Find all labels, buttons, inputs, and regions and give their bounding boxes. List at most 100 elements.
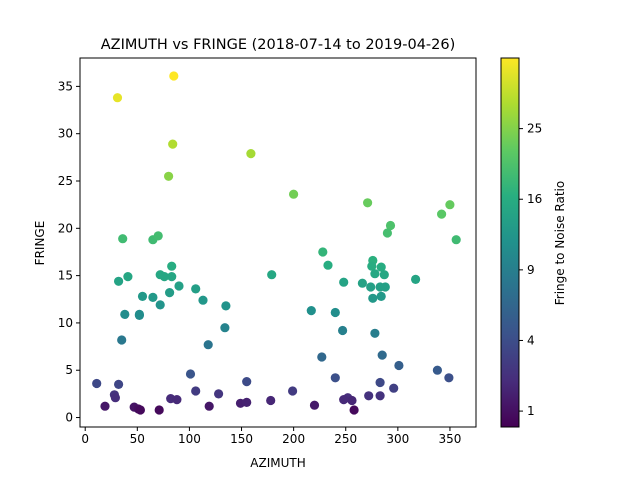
data-point	[347, 395, 357, 406]
data-point	[172, 395, 182, 405]
data-point	[349, 405, 359, 415]
colorbar-label: Fringe to Noise Ratio	[553, 181, 567, 306]
x-tick-label: 50	[130, 432, 145, 446]
data-point	[376, 291, 386, 301]
data-point	[174, 281, 184, 291]
data-point	[318, 247, 328, 257]
y-tick-label: 5	[65, 363, 73, 377]
x-axis-label: AZIMUTH	[250, 456, 305, 470]
data-point	[92, 378, 102, 389]
data-point	[135, 405, 145, 415]
data-point	[389, 383, 399, 393]
data-point	[370, 269, 380, 279]
data-point	[220, 323, 230, 333]
data-point	[185, 369, 196, 379]
data-point	[155, 300, 165, 310]
colorbar	[500, 57, 520, 428]
data-point	[165, 288, 175, 298]
data-point	[364, 391, 374, 401]
x-tick-label: 150	[230, 432, 253, 446]
points-layer	[92, 71, 461, 415]
colorbar-tick-label: 16	[527, 192, 542, 206]
x-axis-ticks: 0 50 100 150 200 250 300 350	[81, 427, 461, 446]
x-tick-label: 0	[81, 432, 89, 446]
plot-area-frame	[79, 57, 477, 428]
y-tick-label: 30	[58, 127, 73, 141]
data-point	[242, 377, 252, 387]
chart-title: AZIMUTH vs FRINGE (2018-07-14 to 2019-04…	[101, 37, 456, 53]
x-tick-label: 200	[282, 432, 305, 446]
data-point	[330, 307, 340, 318]
data-point	[167, 272, 177, 282]
data-point	[169, 71, 179, 81]
data-point	[380, 282, 390, 292]
data-point	[306, 306, 316, 316]
data-point	[114, 276, 124, 286]
data-point	[289, 189, 299, 199]
data-point	[123, 272, 133, 282]
data-point	[338, 325, 348, 336]
x-tick-label: 250	[334, 432, 357, 446]
data-point	[377, 350, 387, 360]
data-point	[168, 139, 178, 149]
data-point	[112, 93, 123, 103]
data-point	[370, 328, 380, 338]
data-point	[214, 389, 224, 399]
data-point	[411, 274, 421, 284]
data-point	[118, 234, 128, 244]
data-point	[191, 386, 201, 396]
data-point	[110, 393, 120, 403]
x-tick-label: 100	[178, 432, 201, 446]
data-point	[153, 231, 163, 241]
data-point	[134, 309, 144, 319]
y-axis-ticks: 0 5 10 15 20 25 30 35	[58, 79, 80, 425]
data-point	[164, 171, 174, 181]
data-point	[382, 228, 392, 238]
y-axis-label: FRINGE	[33, 221, 47, 266]
data-point	[437, 209, 447, 219]
data-point	[363, 198, 373, 208]
data-point	[148, 292, 158, 302]
data-point	[242, 397, 252, 407]
data-point	[266, 395, 276, 406]
data-point	[445, 200, 455, 210]
data-point	[339, 277, 349, 287]
data-point	[288, 386, 298, 396]
data-point	[357, 278, 367, 288]
data-point	[198, 295, 208, 305]
data-point	[120, 309, 130, 319]
data-point	[367, 261, 377, 271]
data-point	[330, 373, 340, 383]
data-point	[100, 401, 110, 411]
colorbar-tick-label: 4	[527, 333, 535, 347]
x-tick-label: 350	[438, 432, 461, 446]
y-tick-label: 20	[58, 221, 73, 235]
colorbar-tick-label: 25	[527, 122, 542, 136]
y-tick-label: 0	[65, 411, 73, 425]
data-point	[114, 379, 124, 389]
data-point	[444, 373, 454, 383]
data-point	[394, 360, 404, 371]
data-point	[451, 235, 461, 245]
data-point	[379, 270, 389, 280]
y-tick-label: 10	[58, 316, 73, 330]
y-tick-label: 25	[58, 174, 73, 188]
data-point	[375, 391, 385, 401]
data-point	[204, 401, 214, 411]
data-point	[221, 301, 231, 311]
data-point	[137, 291, 148, 301]
colorbar-tick-label: 9	[527, 263, 535, 277]
x-tick-label: 300	[386, 432, 409, 446]
y-tick-label: 35	[58, 79, 73, 93]
data-point	[203, 340, 213, 350]
data-point	[339, 395, 349, 405]
data-point	[309, 400, 320, 410]
data-point	[375, 377, 385, 388]
data-point	[376, 262, 386, 272]
data-point	[191, 284, 201, 294]
data-point	[117, 335, 127, 345]
data-point	[385, 220, 396, 231]
data-point	[432, 365, 442, 375]
